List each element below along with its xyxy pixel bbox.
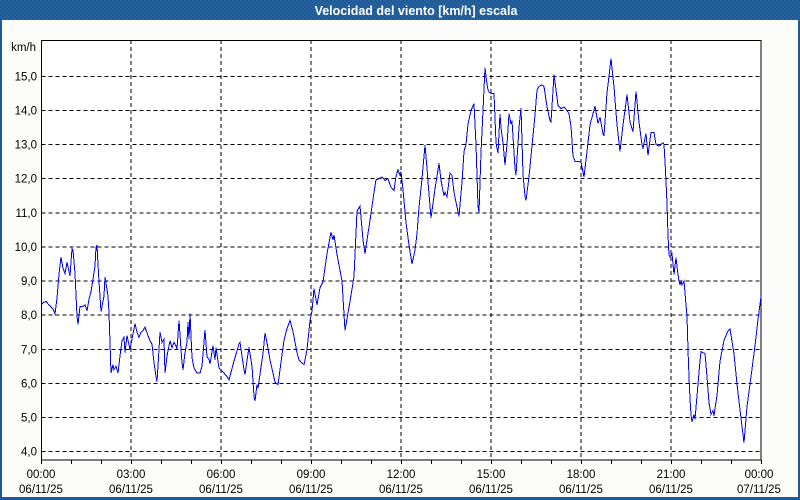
svg-text:12:00: 12:00 bbox=[387, 469, 416, 481]
svg-text:06/11/25: 06/11/25 bbox=[379, 484, 423, 496]
svg-text:km/h: km/h bbox=[11, 42, 36, 54]
svg-text:06/11/25: 06/11/25 bbox=[19, 484, 63, 496]
svg-text:9,0: 9,0 bbox=[21, 276, 37, 288]
svg-text:09:00: 09:00 bbox=[297, 469, 326, 481]
svg-text:7,0: 7,0 bbox=[21, 344, 37, 356]
svg-text:21:00: 21:00 bbox=[657, 469, 686, 481]
svg-text:06/11/25: 06/11/25 bbox=[649, 484, 693, 496]
svg-text:10,0: 10,0 bbox=[15, 242, 37, 254]
svg-text:03:00: 03:00 bbox=[117, 469, 146, 481]
svg-text:11,0: 11,0 bbox=[15, 208, 37, 220]
svg-text:06/11/25: 06/11/25 bbox=[109, 484, 153, 496]
svg-text:06/11/25: 06/11/25 bbox=[289, 484, 333, 496]
svg-text:06:00: 06:00 bbox=[207, 469, 236, 481]
svg-text:6,0: 6,0 bbox=[21, 378, 37, 390]
svg-text:Velocidad del viento [km/h] es: Velocidad del viento [km/h] escala bbox=[315, 4, 519, 18]
svg-text:15:00: 15:00 bbox=[477, 469, 506, 481]
svg-text:12,0: 12,0 bbox=[15, 174, 37, 186]
svg-text:18:00: 18:00 bbox=[567, 469, 596, 481]
svg-text:06/11/25: 06/11/25 bbox=[469, 484, 513, 496]
svg-text:07/11/25: 07/11/25 bbox=[737, 484, 781, 496]
svg-text:13,0: 13,0 bbox=[15, 140, 37, 152]
svg-text:06/11/25: 06/11/25 bbox=[559, 484, 603, 496]
svg-text:15,0: 15,0 bbox=[15, 71, 37, 83]
svg-text:4,0: 4,0 bbox=[21, 447, 37, 459]
svg-text:8,0: 8,0 bbox=[21, 310, 37, 322]
svg-text:5,0: 5,0 bbox=[21, 413, 37, 425]
svg-text:14,0: 14,0 bbox=[15, 105, 37, 117]
svg-text:06/11/25: 06/11/25 bbox=[199, 484, 243, 496]
svg-text:00:00: 00:00 bbox=[27, 469, 56, 481]
svg-text:00:00: 00:00 bbox=[745, 469, 774, 481]
